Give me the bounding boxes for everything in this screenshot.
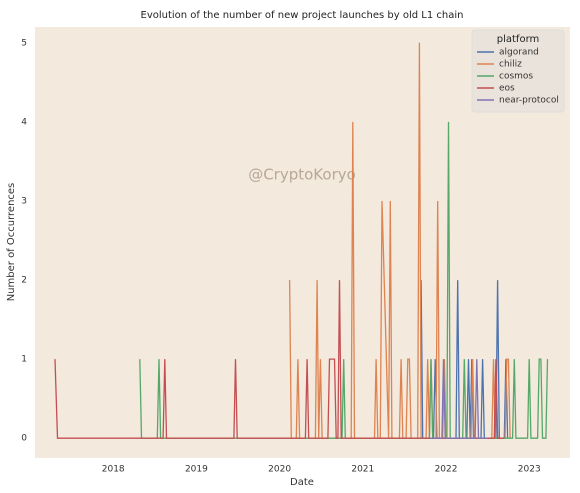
x-tick-label: 2019 (185, 465, 208, 475)
legend-label: algorand (499, 48, 539, 58)
series-line (54, 280, 505, 439)
x-tick-label: 2021 (351, 465, 374, 475)
y-tick-label: 0 (21, 434, 27, 444)
watermark: @CryptoKoryo (248, 166, 356, 184)
y-tick-label: 2 (21, 276, 27, 286)
y-axis-label: Number of Occurrences (6, 183, 17, 302)
y-tick-label: 4 (21, 117, 27, 127)
legend-box (471, 29, 565, 113)
chart-title: Evolution of the number of new project l… (141, 10, 464, 21)
x-axis-label: Date (290, 477, 314, 488)
y-tick-label: 1 (21, 355, 27, 365)
x-tick-label: 2023 (518, 465, 541, 475)
legend-label: chiliz (499, 60, 522, 70)
y-tick-label: 5 (21, 38, 27, 48)
legend-label: eos (499, 84, 515, 94)
x-tick-label: 2018 (102, 465, 125, 475)
series-line (288, 42, 511, 439)
x-tick-label: 2020 (268, 465, 291, 475)
y-tick-label: 3 (21, 196, 27, 206)
legend-title: platform (497, 34, 540, 45)
legend-label: near-protocol (499, 96, 559, 106)
legend-label: cosmos (499, 72, 533, 82)
series-line (429, 359, 488, 439)
legend: platform algorand chiliz cosmos eos near-prot… (471, 29, 565, 113)
x-tick-label: 2022 (435, 465, 458, 475)
